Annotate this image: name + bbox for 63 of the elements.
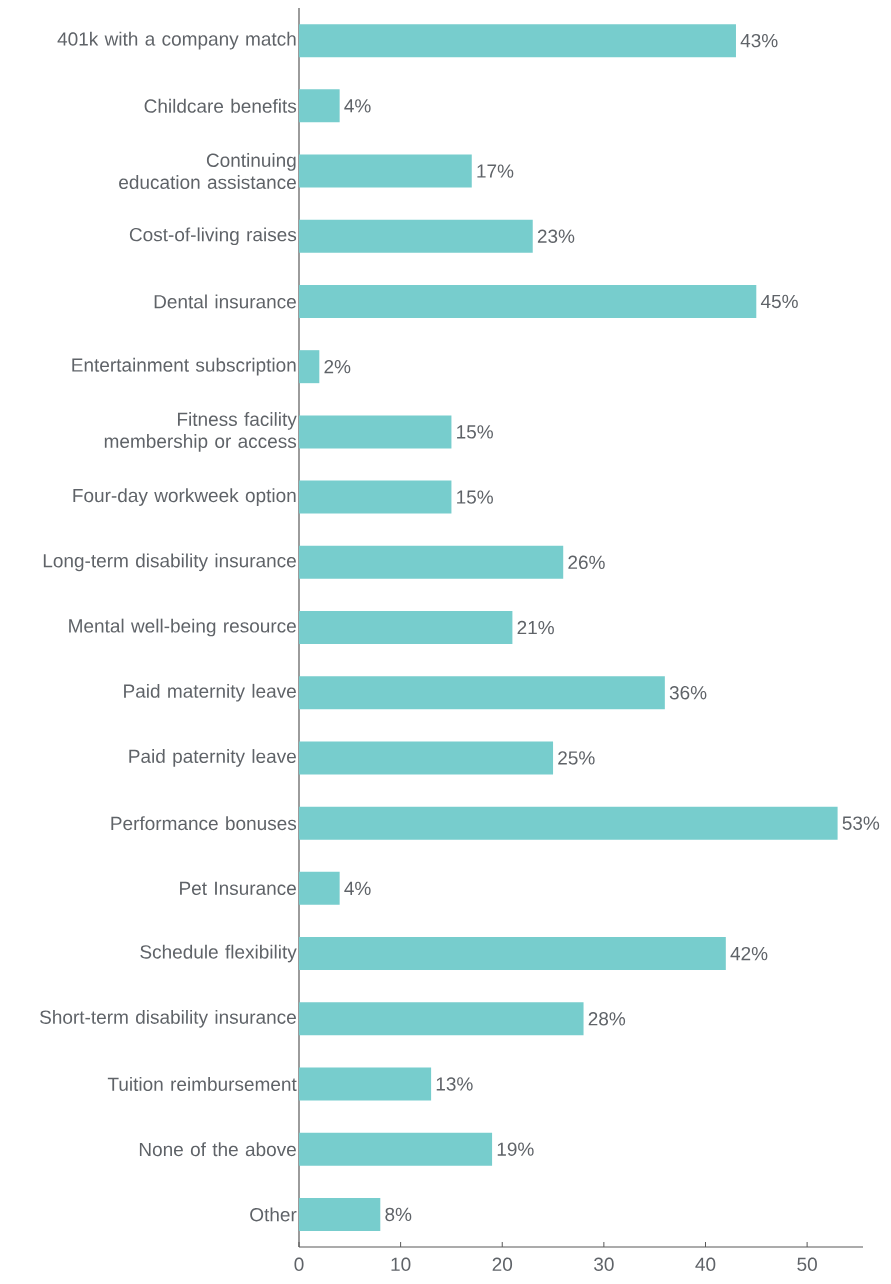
data-label: 17% <box>477 164 514 178</box>
bar <box>299 611 513 645</box>
bar <box>299 937 726 971</box>
data-label: 43% <box>740 33 778 48</box>
data-label: 42% <box>730 946 768 961</box>
bar <box>299 89 340 123</box>
bar <box>299 350 320 384</box>
y-tick-label: None of the above <box>139 1142 296 1157</box>
y-tick-label: Paid maternity leave <box>124 683 296 702</box>
y-tick-label: Performance bonuses <box>111 816 297 831</box>
bar <box>299 1132 493 1166</box>
data-label: 2% <box>324 359 351 374</box>
data-label: 26% <box>568 555 605 570</box>
x-tick-label: 20 <box>492 1257 513 1271</box>
x-tick-label: 40 <box>695 1257 716 1271</box>
y-tick-label: Short-term disability insurance <box>40 1009 296 1028</box>
bar <box>299 219 533 253</box>
bar <box>299 1002 584 1036</box>
bar <box>299 871 340 905</box>
x-tick-label: 0 <box>294 1257 304 1271</box>
y-tick-label: Four-day workweek option <box>73 488 296 506</box>
bar <box>299 284 757 318</box>
x-tick-label: 50 <box>797 1257 817 1271</box>
y-tick-label: Paid paternity leave <box>129 749 296 767</box>
data-label: 15% <box>457 490 493 504</box>
bar <box>299 480 452 514</box>
data-label: 25% <box>558 751 595 765</box>
data-label: 8% <box>385 1207 412 1222</box>
y-tick-label: Entertainment subscription <box>72 357 296 376</box>
bar <box>299 24 736 58</box>
y-tick-label: Continuing education assistance <box>119 153 296 190</box>
bar <box>299 154 472 188</box>
bar <box>299 545 564 579</box>
data-label: 13% <box>436 1077 473 1091</box>
data-label: 23% <box>537 229 575 243</box>
data-label: 28% <box>588 1012 626 1026</box>
data-label: 4% <box>344 881 371 895</box>
data-label: 45% <box>760 294 798 309</box>
data-label: 21% <box>517 620 554 635</box>
data-label: 19% <box>497 1142 534 1156</box>
y-tick-label: Other <box>250 1207 297 1222</box>
y-tick-label: Tuition reimbursement <box>107 1077 297 1091</box>
bar <box>299 1067 432 1101</box>
data-label: 53% <box>842 816 880 830</box>
bar <box>299 1197 381 1231</box>
y-tick-label: Mental well-being resource <box>69 618 296 637</box>
y-tick-label: Schedule flexibility <box>140 944 297 963</box>
y-tick-label: Pet Insurance <box>180 881 296 895</box>
y-tick-label: Childcare benefits <box>144 98 297 113</box>
data-label: 4% <box>344 99 371 113</box>
x-tick-label: 30 <box>594 1257 614 1271</box>
bar <box>299 806 838 840</box>
y-tick-label: Cost-of-living raises <box>129 227 297 246</box>
data-label: 15% <box>457 425 493 439</box>
y-tick-label: Dental insurance <box>154 294 296 309</box>
y-tick-label: Long-term disability insurance <box>43 553 296 572</box>
bar <box>299 676 665 710</box>
bar <box>299 415 452 449</box>
data-label: 36% <box>669 686 707 700</box>
bar <box>299 741 554 775</box>
y-tick-label: Fitness facility membership or access <box>104 412 297 452</box>
y-tick-label: 401k with a company match <box>57 31 296 50</box>
x-tick-label: 10 <box>391 1257 411 1271</box>
